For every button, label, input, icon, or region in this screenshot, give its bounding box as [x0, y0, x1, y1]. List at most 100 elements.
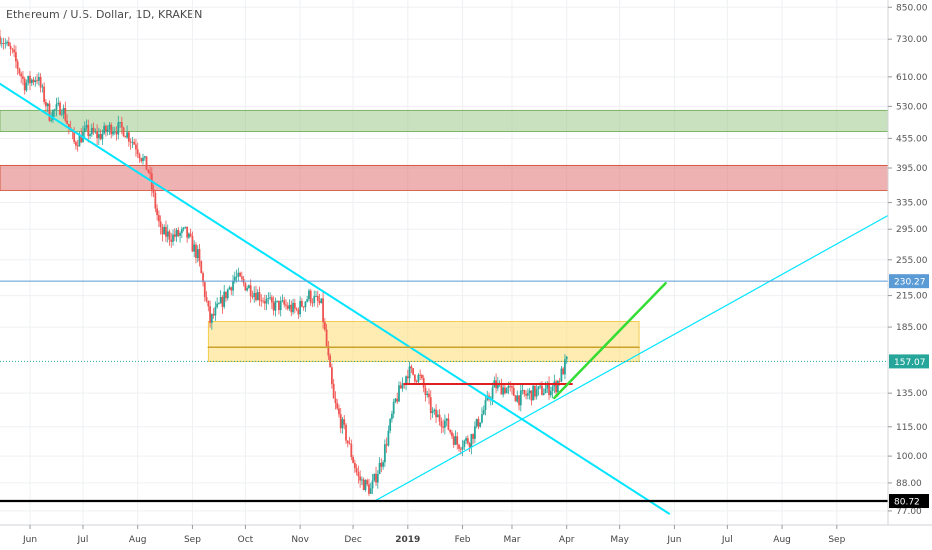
descending-trendline	[0, 82, 671, 515]
candle-body	[521, 390, 524, 391]
candle-body	[267, 298, 270, 299]
time-tick-label: Nov	[291, 535, 309, 545]
candle-body	[318, 300, 321, 303]
candle-body	[218, 303, 220, 305]
candle-body	[338, 408, 340, 415]
price-tick-label: 88.00	[896, 479, 922, 489]
candle-body	[346, 440, 349, 444]
candle-body	[184, 226, 187, 228]
candle-body	[293, 302, 296, 309]
candle-body	[191, 236, 194, 252]
candle-body	[101, 133, 104, 140]
candle-body	[53, 109, 56, 111]
candle-body	[117, 122, 120, 135]
candle-body	[147, 169, 150, 172]
candle-body	[410, 366, 413, 369]
candle-body	[99, 134, 102, 140]
candle-body	[112, 131, 114, 135]
candle-body	[66, 120, 68, 124]
candle-body	[230, 287, 233, 291]
candle-body	[172, 234, 174, 242]
price-axis[interactable]: 850.00 730.00 610.00 530.00 455.00 395.00 335.…	[887, 0, 928, 525]
candle-body	[539, 385, 542, 387]
candle-body	[94, 131, 97, 133]
candle-body	[541, 385, 543, 395]
candle-body	[551, 386, 554, 392]
candle-body	[300, 300, 303, 307]
candle-body	[73, 131, 76, 143]
candle-body	[526, 393, 529, 396]
candle-body	[456, 436, 459, 445]
candle-body	[246, 288, 249, 291]
candle-body	[186, 226, 189, 238]
price-tick-label: 100.00	[896, 452, 928, 462]
candle-body	[422, 378, 425, 388]
time-tick-label: Apr	[559, 535, 575, 545]
candle-body	[445, 418, 448, 421]
candle-body	[263, 301, 266, 304]
candle-body	[408, 366, 411, 379]
chart-title: Ethereum / U.S. Dollar, 1D, KRAKEN	[6, 8, 203, 21]
candle-body	[322, 298, 324, 323]
candle-body	[46, 103, 49, 107]
candle-body	[22, 76, 24, 79]
candle-body	[154, 192, 157, 209]
time-tick-label: Jul	[721, 535, 733, 545]
candle-body	[6, 41, 8, 44]
candle-body	[376, 474, 379, 483]
candle-body	[76, 145, 79, 147]
candle-body	[500, 382, 503, 395]
candle-body	[413, 374, 416, 382]
candle-body	[348, 443, 351, 445]
candle-body	[442, 426, 445, 428]
time-tick-label: Feb	[455, 535, 471, 545]
time-axis[interactable]: Jun Jul Aug Sep Oct Nov Dec 2019 Feb Mar Apr May Jun…	[0, 524, 932, 545]
candle-body	[29, 75, 31, 84]
candle-body	[92, 127, 95, 133]
candle-body	[156, 208, 159, 216]
candle-body	[152, 189, 155, 193]
price-tick-label: 295.00	[896, 225, 928, 235]
candle-body	[419, 374, 422, 376]
candle-body	[96, 131, 98, 139]
candle-body	[143, 156, 146, 158]
candle-body	[41, 86, 44, 88]
candle-body	[380, 462, 383, 467]
time-tick-label: Aug	[773, 535, 791, 545]
candle-body	[14, 52, 17, 62]
price-tick-label: 135.00	[896, 389, 928, 399]
candle-body	[295, 308, 298, 310]
candle-body	[546, 382, 549, 389]
candle-body	[525, 394, 527, 396]
candle-body	[549, 391, 552, 396]
time-tick-label: May	[610, 535, 629, 545]
candle-body	[105, 125, 107, 132]
candle-body	[308, 290, 310, 300]
candle-body	[496, 382, 499, 389]
candle-body	[394, 398, 397, 402]
candle-body	[368, 484, 370, 494]
candle-body	[136, 149, 139, 155]
candle-body	[165, 226, 167, 237]
candle-body	[203, 282, 206, 297]
candle-body	[202, 273, 204, 283]
candle-body	[16, 61, 19, 69]
candle-body	[532, 385, 535, 401]
blue-level-badge-label: 230.27	[894, 278, 926, 288]
candle-body	[438, 414, 441, 422]
time-tick-label: Aug	[129, 535, 147, 545]
candle-body	[120, 122, 123, 128]
candle-body	[401, 383, 404, 389]
candle-body	[560, 368, 563, 382]
candle-body	[60, 113, 63, 115]
candle-body	[78, 134, 81, 147]
candle-body	[564, 359, 566, 375]
candle-body	[133, 141, 136, 145]
time-tick-label: Oct	[238, 535, 254, 545]
candle-body	[534, 385, 536, 397]
candle-body	[399, 385, 402, 389]
candle-body	[472, 434, 475, 439]
candle-body	[428, 393, 430, 398]
time-tick-label: Jun	[22, 535, 37, 545]
